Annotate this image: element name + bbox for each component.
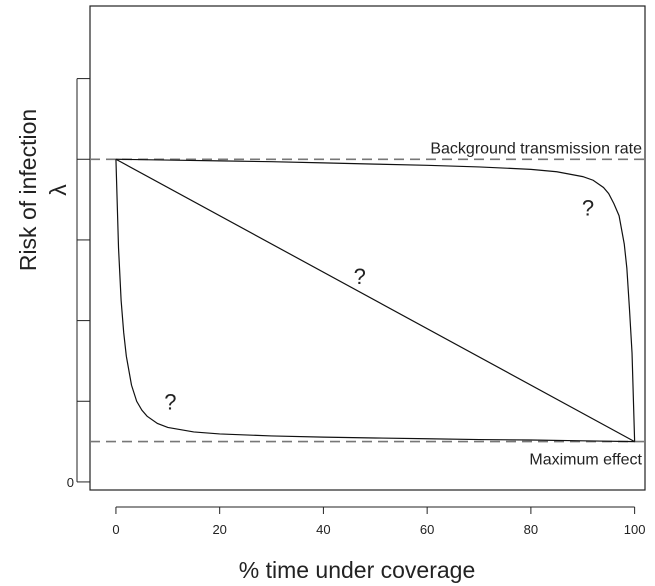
plot-frame: [89, 5, 646, 491]
x-tick-label: 100: [624, 522, 646, 537]
x-axis-title: % time under coverage: [239, 557, 476, 583]
series-line-3: [115, 158, 636, 442]
annotations: ???: [164, 196, 594, 415]
series-layer: [115, 158, 636, 443]
x-axis: 0 20 40 60 80 100: [112, 506, 646, 537]
x-tick-label: 60: [420, 522, 434, 537]
series-line-2: [115, 158, 635, 443]
x-tick-label: 80: [524, 522, 538, 537]
reference-line-label-1: Background transmission rate: [430, 140, 642, 157]
y-axis-title: Risk of infection: [15, 109, 41, 271]
annotation-question-mark-3: ?: [582, 196, 594, 221]
y-axis-symbol: λ: [45, 184, 71, 196]
annotation-question-mark-2: ?: [354, 264, 366, 289]
reference-line-label-2: Maximum effect: [529, 452, 642, 469]
annotation-question-mark-1: ?: [164, 389, 176, 414]
y-tick-label: 0: [67, 475, 74, 490]
y-axis: 0: [67, 78, 90, 490]
x-tick-label: 40: [316, 522, 330, 537]
x-tick-label: 20: [212, 522, 226, 537]
series-line-1: [115, 159, 635, 443]
reference-lines: Background transmission rate Maximum effe…: [90, 140, 645, 469]
x-tick-label: 0: [112, 522, 119, 537]
